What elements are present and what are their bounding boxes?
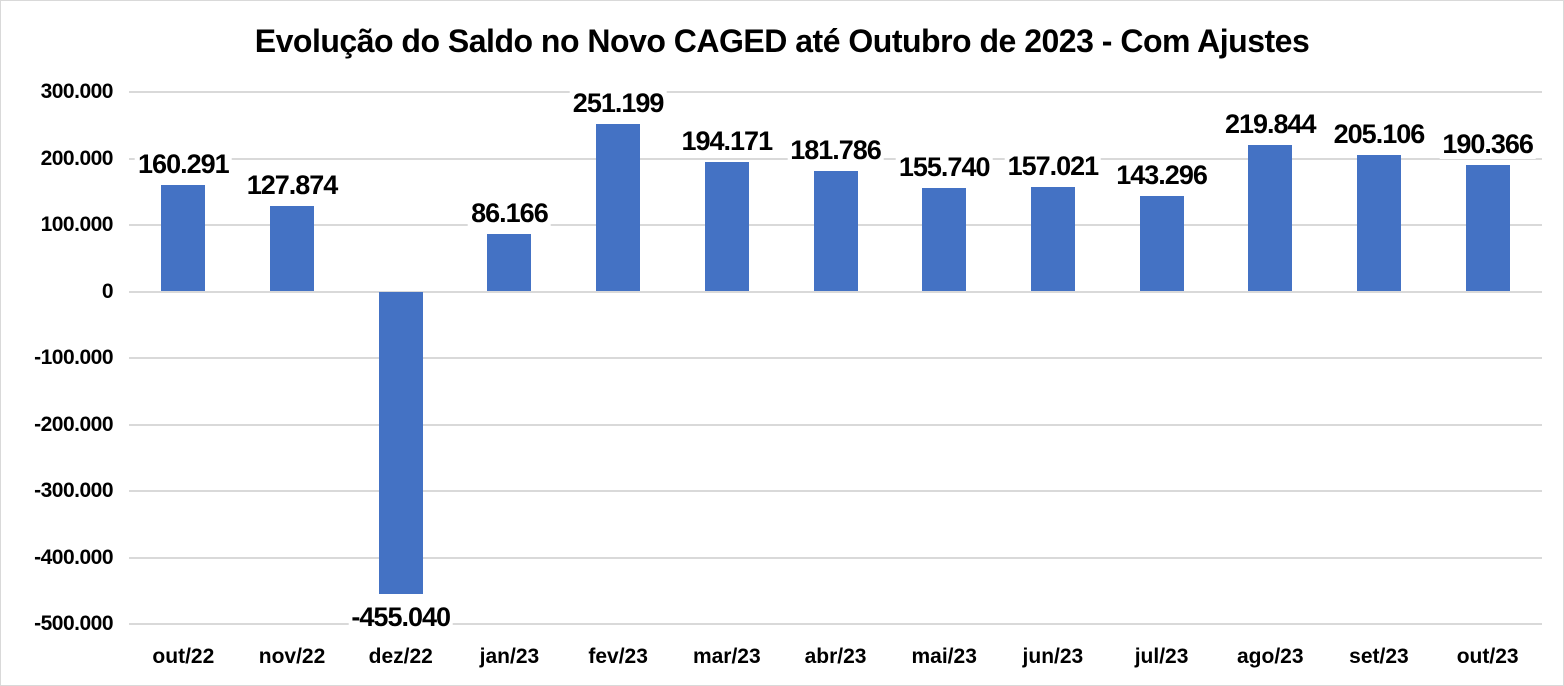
data-label: 157.021: [1004, 151, 1102, 182]
y-axis-label: -300.000: [34, 479, 113, 502]
x-axis-label: fev/23: [588, 645, 648, 668]
data-label: 219.844: [1221, 109, 1319, 140]
data-label: 194.171: [678, 126, 776, 157]
chart-title: Evolução do Saldo no Novo CAGED até Outu…: [254, 23, 1310, 59]
x-axis-label: dez/22: [368, 645, 433, 668]
bar-set-23: [1356, 155, 1401, 292]
bar-fev-23: [596, 124, 641, 292]
x-axis-label: ago/23: [1237, 645, 1304, 668]
data-label: 86.166: [468, 198, 551, 229]
bar-ago-23: [1248, 145, 1293, 292]
bar-out-23: [1465, 164, 1510, 292]
gridline: [129, 290, 1542, 293]
gridline: [129, 623, 1542, 625]
x-axis-label: mar/23: [692, 645, 761, 668]
x-axis-label: set/23: [1349, 645, 1409, 668]
y-axis-label: -200.000: [34, 412, 113, 436]
bar-jan-23: [487, 234, 532, 292]
data-label: -455.040: [348, 602, 454, 633]
bar-dez-22: [378, 291, 423, 595]
bar-jun-23: [1030, 187, 1075, 292]
data-label: 251.199: [569, 88, 667, 119]
x-axis-label: out/22: [152, 645, 215, 668]
data-label: 205.106: [1330, 119, 1428, 150]
gridline: [129, 556, 1542, 559]
x-axis-label: jan/23: [479, 645, 540, 668]
y-axis-label: 300.000: [40, 80, 114, 103]
x-axis-label: nov/22: [258, 645, 326, 668]
y-axis-label: -400.000: [34, 545, 113, 569]
data-label: 190.366: [1439, 128, 1536, 159]
x-axis-label: abr/23: [804, 645, 867, 668]
gridline: [129, 357, 1542, 359]
x-axis-label: jun/23: [1022, 645, 1084, 668]
y-axis-label: -500.000: [34, 612, 113, 635]
y-axis-label: -100.000: [34, 346, 113, 369]
bar-mai-23: [922, 187, 967, 292]
x-axis-label: jul/23: [1134, 645, 1189, 668]
bar-out-22: [161, 184, 206, 292]
bar-mar-23: [704, 162, 749, 292]
x-axis-label: mai/23: [911, 645, 977, 668]
y-axis-label: 100.000: [40, 213, 114, 236]
x-axis-label: out/23: [1456, 645, 1519, 668]
bar-jul-23: [1139, 196, 1184, 292]
gridline: [129, 91, 1542, 93]
gridline: [129, 490, 1542, 492]
y-axis-label: 0: [101, 279, 114, 303]
gridline: [129, 423, 1542, 426]
bar-abr-23: [813, 170, 858, 292]
data-label: 160.291: [135, 148, 232, 179]
data-label: 181.786: [787, 134, 884, 165]
bar-nov-22: [270, 206, 315, 292]
data-label: 143.296: [1113, 160, 1210, 191]
y-axis-label: 200.000: [40, 146, 114, 170]
data-label: 155.740: [895, 151, 993, 182]
data-label: 127.874: [243, 170, 341, 201]
